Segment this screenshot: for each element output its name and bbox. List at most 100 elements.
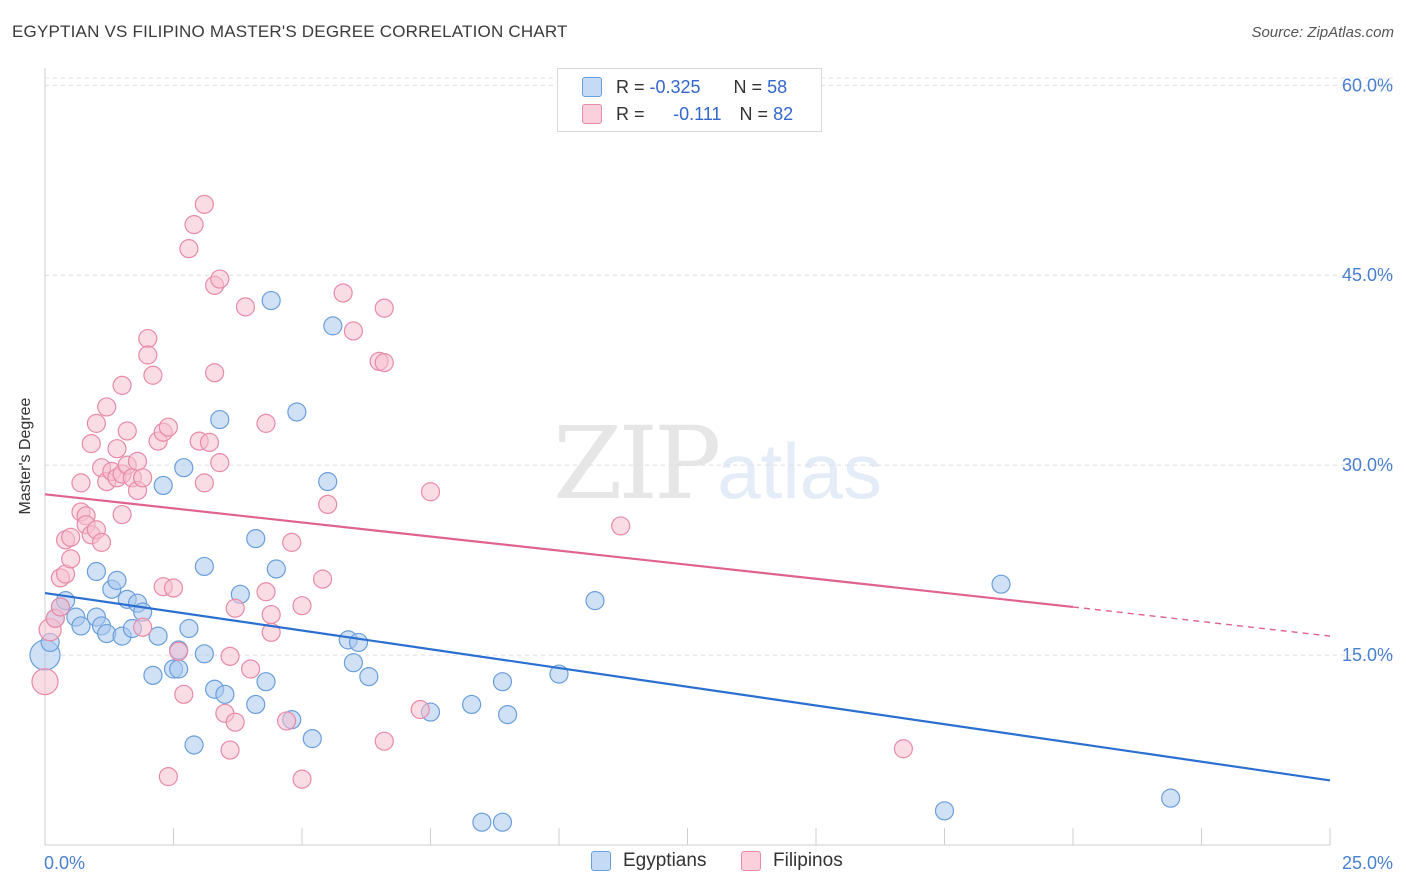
filipinos-trend-line-extension: [1072, 606, 1331, 637]
bottom-legend-egyptians[interactable]: Egyptians: [591, 850, 706, 872]
x-tick-label-min: 0.0%: [44, 853, 85, 873]
y-tick-label: 15.0%: [1342, 645, 1393, 665]
egyptians-point: [287, 402, 307, 422]
egyptians-point: [153, 475, 173, 496]
filipinos-point: [235, 297, 256, 317]
filipinos-point: [410, 699, 430, 720]
egyptians-swatch: [582, 77, 602, 97]
y-tick-label: 60.0%: [1342, 75, 1393, 95]
filipinos-point: [282, 532, 302, 552]
egyptians-point: [472, 812, 492, 832]
filipinos-point: [127, 451, 148, 471]
egyptians-point: [215, 684, 235, 704]
legend-row-filipinos: R = -0.111 N = 82: [582, 103, 793, 125]
filipinos-point: [158, 767, 178, 787]
filipinos-point: [241, 659, 261, 679]
egyptians-point: [261, 290, 281, 311]
egyptians-point: [184, 735, 204, 755]
egyptians-point: [492, 812, 513, 832]
filipinos-point: [205, 363, 225, 383]
chart-title: EGYPTIAN VS FILIPINO MASTER'S DEGREE COR…: [12, 22, 568, 41]
egyptians-point: [498, 704, 518, 725]
filipinos-point: [261, 604, 281, 625]
egyptians-point: [246, 694, 266, 715]
filipinos-point: [256, 582, 276, 602]
bottom-legend-filipinos[interactable]: Filipinos: [741, 850, 843, 872]
egyptians-legend-label: Egyptians: [623, 850, 707, 871]
filipinos-point: [210, 269, 230, 289]
filipinos-point: [133, 617, 153, 637]
filipinos-point: [107, 439, 127, 459]
filipinos-point: [61, 527, 81, 547]
egyptians-point: [246, 528, 266, 549]
r-label: R =: [616, 76, 645, 97]
filipinos-n-value: 82: [773, 103, 794, 124]
filipinos-point: [318, 494, 338, 515]
filipinos-point: [312, 569, 333, 589]
filipinos-point: [179, 239, 199, 259]
filipinos-point: [276, 711, 297, 731]
n-label: N =: [733, 76, 763, 97]
filipinos-point: [133, 468, 153, 488]
egyptians-point: [348, 632, 369, 653]
legend-row-egyptians: R = -0.325 N = 58: [582, 76, 787, 98]
egyptians-point: [86, 561, 107, 582]
filipinos-point: [143, 365, 163, 385]
egyptians-point: [174, 458, 194, 478]
filipinos-point: [117, 421, 137, 441]
filipinos-legend-swatch: [741, 851, 761, 871]
stats-legend: R = -0.325 N = 58 R = -0.111 N = 82: [557, 68, 822, 132]
filipinos-point: [374, 731, 394, 751]
egyptians-point: [148, 626, 168, 646]
filipinos-point: [31, 668, 59, 696]
egyptians-point: [194, 556, 214, 577]
egyptians-point: [359, 667, 379, 687]
filipinos-point: [374, 298, 394, 318]
filipinos-point: [220, 740, 240, 760]
filipinos-trend-line: [44, 493, 1074, 609]
filipinos-point: [50, 597, 71, 617]
watermark: ZIPatlas: [553, 405, 882, 522]
filipinos-point: [97, 397, 117, 417]
egyptians-point: [256, 672, 276, 692]
filipinos-point: [81, 434, 101, 454]
y-tick-label: 45.0%: [1342, 265, 1393, 285]
filipinos-point: [169, 641, 189, 661]
filipinos-point: [194, 194, 214, 214]
egyptians-point: [107, 570, 127, 590]
filipinos-point: [210, 453, 230, 473]
egyptians-point: [71, 616, 91, 636]
egyptians-point: [302, 729, 322, 749]
filipinos-point: [893, 739, 913, 759]
r-label: R =: [616, 103, 645, 124]
filipinos-point: [374, 353, 394, 373]
egyptians-point: [585, 591, 605, 611]
egyptians-n-value: 58: [767, 76, 788, 97]
egyptians-point: [462, 694, 482, 715]
filipinos-legend-label: Filipinos: [773, 850, 843, 871]
egyptians-point: [934, 801, 955, 821]
filipinos-point: [225, 712, 245, 732]
filipinos-point: [292, 769, 312, 789]
source-label: Source: ZipAtlas.com: [1251, 24, 1394, 41]
filipinos-point: [194, 473, 214, 493]
egyptians-point: [318, 472, 338, 492]
filipinos-point: [138, 345, 158, 365]
egyptians-points: [29, 290, 1181, 832]
filipinos-point: [163, 578, 184, 598]
filipinos-point: [112, 504, 132, 525]
filipinos-swatch: [582, 104, 602, 124]
y-tick-label: 30.0%: [1342, 455, 1393, 475]
trend-lines: [44, 493, 1331, 782]
egyptians-point: [323, 316, 343, 336]
filipinos-point: [91, 532, 112, 552]
egyptians-trend-line: [44, 591, 1331, 782]
x-tick-label-max: 25.0%: [1342, 853, 1393, 873]
filipinos-point: [61, 549, 81, 569]
filipinos-point: [292, 596, 312, 616]
filipinos-point: [343, 321, 363, 341]
egyptians-point: [143, 665, 163, 685]
egyptians-point: [266, 559, 286, 579]
n-label: N =: [739, 103, 769, 124]
filipinos-point: [112, 375, 132, 395]
